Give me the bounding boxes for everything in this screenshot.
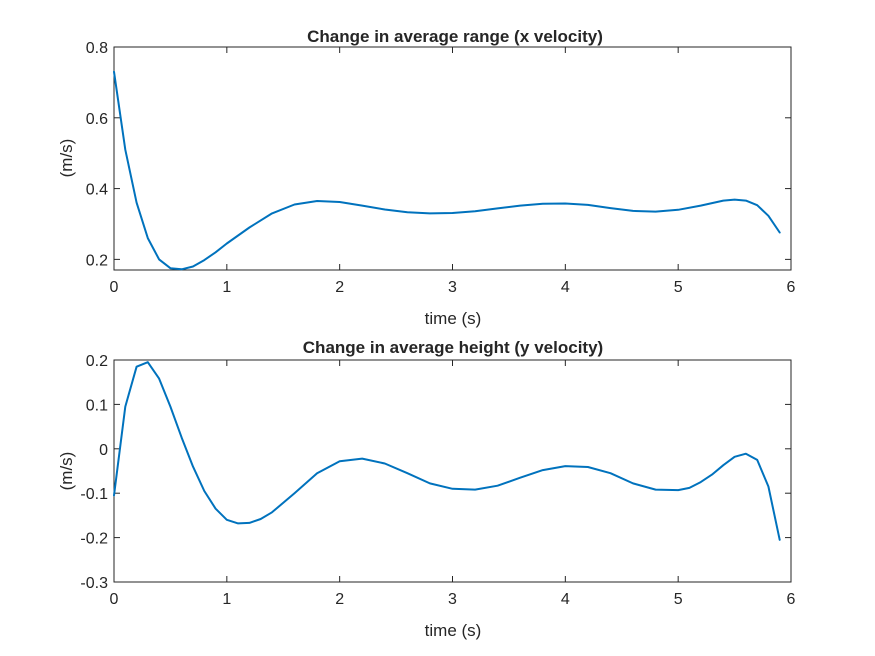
x-tick-label: 0 bbox=[110, 591, 119, 608]
x-axis-label: time (s) bbox=[425, 309, 482, 328]
chart-title: Change in average height (y velocity) bbox=[303, 338, 603, 357]
x-tick-label: 2 bbox=[335, 591, 344, 608]
y-axis-label: (m/s) bbox=[57, 452, 76, 491]
x-tick-label: 1 bbox=[222, 279, 231, 296]
chart-title: Change in average range (x velocity) bbox=[307, 27, 603, 46]
x-tick-label: 2 bbox=[335, 279, 344, 296]
y-tick-label: 0.2 bbox=[86, 353, 108, 370]
x-tick-label: 6 bbox=[787, 591, 796, 608]
x-axis-label: time (s) bbox=[425, 621, 482, 640]
y-tick-label: 0.1 bbox=[86, 397, 108, 414]
series-line bbox=[113, 70, 781, 271]
x-tick-label: 1 bbox=[222, 591, 231, 608]
plot-height-y-velocity: Change in average height (y velocity) ti… bbox=[57, 338, 796, 640]
y-tick-label: 0.4 bbox=[86, 182, 108, 199]
x-tick-label: 5 bbox=[674, 591, 683, 608]
x-tick-label: 0 bbox=[110, 279, 119, 296]
series-line bbox=[113, 361, 781, 541]
y-tick-label: -0.2 bbox=[80, 531, 108, 548]
x-tick-label: 4 bbox=[561, 279, 570, 296]
x-tick-label: 3 bbox=[448, 279, 457, 296]
x-tick-label: 5 bbox=[674, 279, 683, 296]
plot-range-x-velocity: Change in average range (x velocity) tim… bbox=[57, 27, 796, 328]
y-axis-label: (m/s) bbox=[57, 139, 76, 178]
x-tick-label: 6 bbox=[787, 279, 796, 296]
x-tick-label: 3 bbox=[448, 591, 457, 608]
y-tick-label: 0 bbox=[99, 442, 108, 459]
y-tick-label: -0.1 bbox=[80, 486, 108, 503]
y-tick-label: 0.6 bbox=[86, 111, 108, 128]
y-tick-label: -0.3 bbox=[80, 575, 108, 592]
x-tick-label: 4 bbox=[561, 591, 570, 608]
y-tick-label: 0.2 bbox=[86, 252, 108, 269]
y-tick-label: 0.8 bbox=[86, 40, 108, 57]
